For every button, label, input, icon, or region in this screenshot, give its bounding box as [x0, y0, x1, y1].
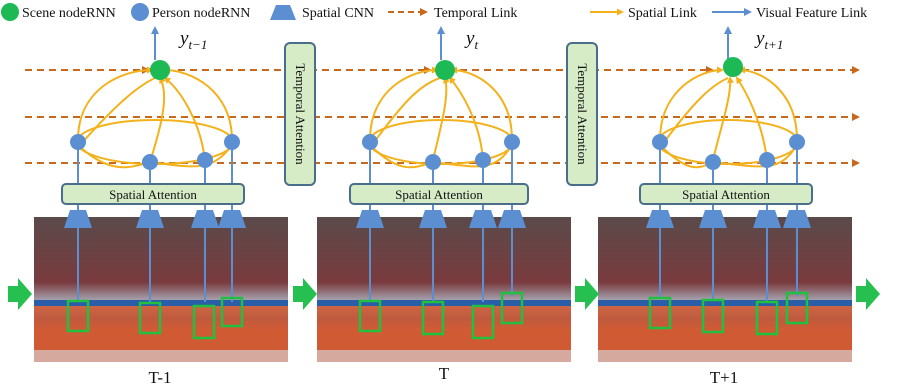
person-detection-box — [421, 300, 445, 336]
person-detection-box — [220, 296, 244, 328]
person-detection-box — [66, 299, 90, 333]
spatial-cnn-icon — [469, 210, 497, 228]
person-detection-box — [648, 296, 672, 330]
output-label-t-plus-1: yt+1 — [754, 28, 783, 52]
spatial-cnn-group — [64, 210, 811, 228]
person-node — [224, 134, 240, 150]
svg-text:Temporal Attention: Temporal Attention — [575, 63, 590, 165]
svg-text:Spatial Attention: Spatial Attention — [109, 187, 197, 202]
spatial-cnn-icon — [498, 210, 526, 228]
person-detection-box — [471, 304, 495, 340]
person-node — [142, 154, 158, 170]
temporal-links — [25, 66, 860, 167]
flow-arrow-icon — [8, 278, 32, 310]
spatial-cnn-icon — [356, 210, 384, 228]
legend-person-node: Person nodeRNN — [152, 6, 250, 21]
legend-temporal-link: Temporal Link — [434, 6, 517, 21]
person-node — [652, 134, 668, 150]
spatial-attention-bar-2: Spatial Attention — [349, 183, 529, 205]
person-node — [197, 152, 213, 168]
scene-node-legend-icon — [1, 3, 19, 21]
person-node — [475, 152, 491, 168]
frame-label-t-minus-1: T-1 — [149, 368, 172, 387]
person-detection-box — [755, 300, 779, 336]
person-node — [425, 154, 441, 170]
person-node — [504, 134, 520, 150]
temporal-attention-box-1: Temporal Attention — [284, 42, 316, 186]
spatial-cnn-icon — [191, 210, 219, 228]
person-node — [705, 154, 721, 170]
spatial-cnn-icon — [699, 210, 727, 228]
person-node — [759, 152, 775, 168]
video-frame-t — [317, 217, 571, 362]
output-label-t-minus-1: yt−1 — [178, 28, 207, 52]
detection-boxes — [66, 291, 809, 340]
flow-arrow-icon — [575, 278, 599, 310]
person-node — [362, 134, 378, 150]
flow-arrow-icon — [293, 278, 317, 310]
video-frame-t-minus-1 — [34, 217, 288, 362]
spatial-cnn-icon — [64, 210, 92, 228]
svg-text:Spatial Attention: Spatial Attention — [395, 187, 483, 202]
person-detection-box — [500, 291, 524, 325]
person-detection-box — [358, 299, 382, 333]
legend-spatial-cnn: Spatial CNN — [302, 6, 374, 21]
video-frame-t-plus-1 — [598, 217, 852, 362]
scene-node — [150, 60, 170, 80]
visual-links-over-frames — [77, 225, 798, 302]
person-node-legend-icon — [131, 3, 149, 21]
spatial-cnn-icon — [753, 210, 781, 228]
svg-text:Spatial Attention: Spatial Attention — [682, 187, 770, 202]
spatial-cnn-legend-icon — [270, 5, 296, 20]
person-detection-box — [785, 291, 809, 325]
scene-node — [435, 60, 455, 80]
legend-spatial-link: Spatial Link — [628, 6, 697, 21]
spatial-attention-bar-3: Spatial Attention — [639, 183, 813, 205]
frame-label-t-plus-1: T+1 — [710, 368, 738, 387]
temporal-attention-box-2: Temporal Attention — [566, 42, 598, 186]
spatial-cnn-icon — [419, 210, 447, 228]
person-node — [70, 134, 86, 150]
svg-text:Temporal Attention: Temporal Attention — [293, 63, 308, 165]
frame-label-t: T — [439, 364, 450, 383]
legend-scene-node: Scene nodeRNN — [22, 6, 116, 21]
person-detection-box — [192, 304, 216, 340]
scene-node — [723, 57, 743, 77]
flow-arrows — [8, 278, 880, 310]
spatial-cnn-icon — [136, 210, 164, 228]
person-detection-box — [701, 298, 725, 334]
spatial-attention-bar-1: Spatial Attention — [61, 183, 245, 205]
spatial-cnn-icon — [646, 210, 674, 228]
spatial-cnn-icon — [218, 210, 246, 228]
person-detection-box — [138, 301, 162, 335]
legend-visual-link: Visual Feature Link — [756, 6, 867, 21]
legend: Scene nodeRNN Person nodeRNN Spatial CNN… — [1, 3, 867, 21]
spatial-cnn-icon — [783, 210, 811, 228]
person-node — [789, 134, 805, 150]
output-label-t: yt — [464, 28, 478, 52]
flow-arrow-icon — [856, 278, 880, 310]
